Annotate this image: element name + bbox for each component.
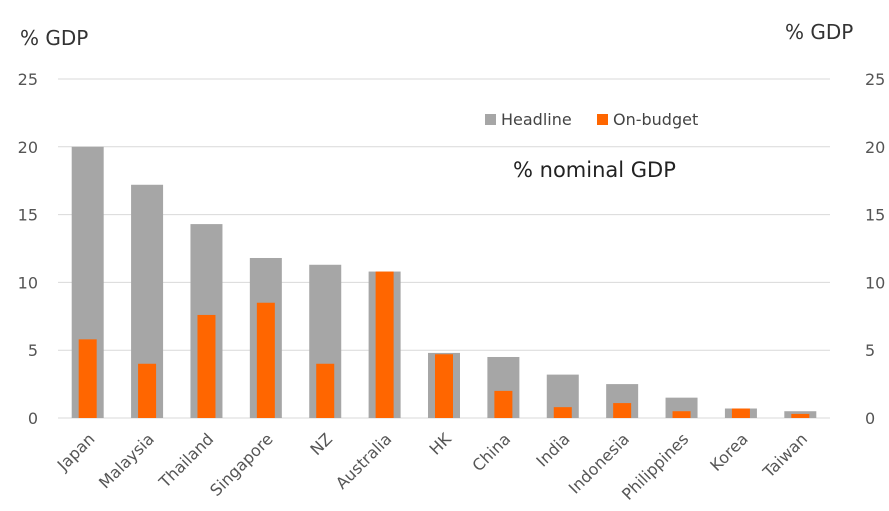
- category-label: Taiwan: [759, 429, 812, 482]
- left-axis-ticks: 0 5 10 15 20 25: [18, 70, 38, 428]
- legend-headline-swatch: [485, 114, 496, 125]
- on-budget-bar: [435, 354, 453, 418]
- right-axis-unit-label: % GDP: [785, 20, 854, 44]
- legend: Headline On-budget: [485, 110, 698, 129]
- on-budget-bar: [78, 339, 97, 418]
- bars: [71, 146, 817, 419]
- left-axis-tick-label: 5: [28, 341, 38, 360]
- category-label: China: [468, 429, 514, 475]
- right-axis-ticks: 0 5 10 15 20 25: [865, 70, 885, 428]
- left-axis-unit-label: % GDP: [20, 26, 89, 50]
- on-budget-bar: [731, 408, 750, 418]
- left-axis-tick-label: 20: [18, 138, 38, 157]
- right-axis-tick-label: 10: [865, 273, 885, 292]
- category-label: Korea: [706, 429, 752, 475]
- category-label: Australia: [332, 429, 395, 492]
- on-budget-bar: [256, 302, 275, 418]
- category-label: NZ: [306, 429, 336, 459]
- on-budget-bar: [316, 363, 335, 418]
- on-budget-bar: [494, 390, 513, 418]
- left-axis-tick-label: 25: [18, 70, 38, 89]
- right-axis-tick-label: 15: [865, 206, 885, 225]
- legend-on-budget-label: On-budget: [613, 110, 698, 129]
- on-budget-bar: [375, 271, 394, 418]
- on-budget-bar: [138, 363, 157, 418]
- chart-annotation: % nominal GDP: [513, 158, 676, 182]
- category-label: Malaysia: [95, 429, 158, 492]
- right-axis-tick-label: 5: [865, 341, 875, 360]
- right-axis-tick-label: 0: [865, 409, 875, 428]
- on-budget-bar: [197, 314, 216, 418]
- legend-on-budget-swatch: [597, 114, 608, 125]
- on-budget-bar: [553, 407, 572, 418]
- category-label: India: [532, 429, 573, 470]
- on-budget-bar: [791, 413, 810, 418]
- category-label: Japan: [53, 429, 99, 475]
- left-axis-tick-label: 15: [18, 206, 38, 225]
- left-axis-tick-label: 10: [18, 273, 38, 292]
- right-axis-tick-label: 25: [865, 70, 885, 89]
- right-axis-tick-label: 20: [865, 138, 885, 157]
- on-budget-bar: [672, 411, 691, 418]
- category-label: Singapore: [206, 429, 277, 500]
- category-label: HK: [425, 429, 455, 459]
- legend-headline-label: Headline: [501, 110, 572, 129]
- on-budget-bar: [613, 403, 632, 418]
- left-axis-tick-label: 0: [28, 409, 38, 428]
- category-label: Thailand: [155, 429, 218, 492]
